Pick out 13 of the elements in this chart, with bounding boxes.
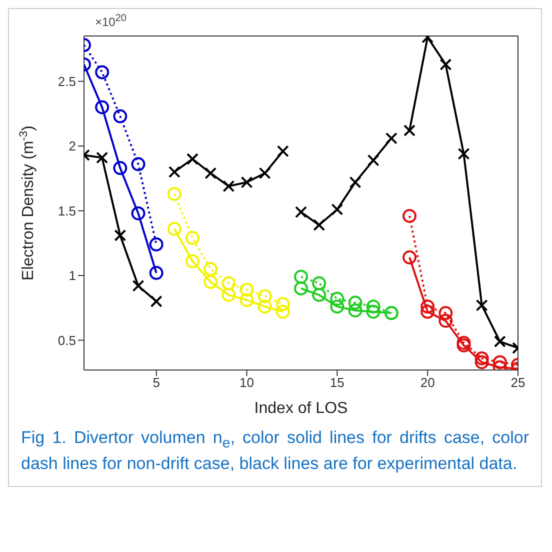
x-tick-label: 20 [420,375,435,390]
text: ×10$^{20}$ [95,13,126,29]
y-tick-label: 1.5 [58,203,76,218]
x-tick-label: 5 [152,375,160,390]
y-tick-label: 2.5 [58,74,76,89]
y-tick-label: 2 [68,138,76,154]
y-tick-label: 1 [68,268,76,284]
y-tick-label: 0.5 [58,332,76,348]
caption: Fig 1. Divertor volumen n$_{e}$, color solid lines for drifts case, color dash lines for non-drift case, black lines are for experimental data. [20,427,530,476]
x-axis-title: Index of LOS [254,400,348,417]
x-tick-label: 25 [510,375,526,390]
x-tick-label: 15 [330,375,344,390]
x-tick-label: 10 [240,375,254,390]
